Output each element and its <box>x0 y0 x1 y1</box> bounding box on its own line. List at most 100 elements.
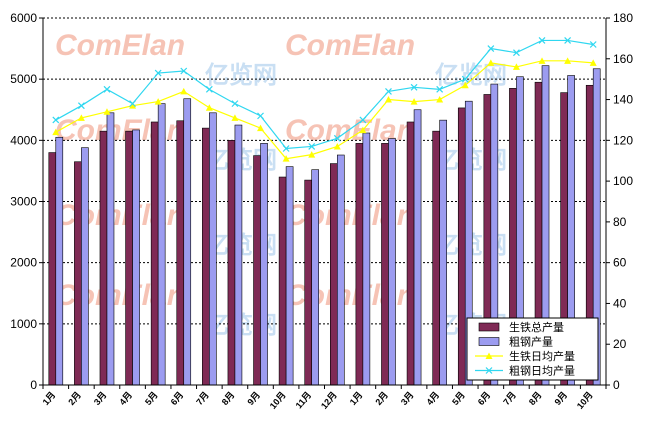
x-tick-label: 4月 <box>117 390 134 407</box>
x-tick-label: 2月 <box>66 390 83 407</box>
marker-x <box>564 37 572 44</box>
x-tick-label: 6月 <box>476 390 493 407</box>
bar-crude-steel <box>285 166 294 386</box>
y-left-tick-label: 0 <box>30 378 37 392</box>
x-tick-label: 3月 <box>399 390 416 407</box>
marker-x <box>180 67 188 75</box>
marker-triangle <box>512 63 520 70</box>
y-left-tick-label: 4000 <box>10 133 37 147</box>
marker-triangle <box>180 87 188 95</box>
marker-triangle <box>308 151 316 158</box>
bar-pig-iron <box>74 161 82 386</box>
x-tick-label: 1月 <box>41 390 58 407</box>
y-right-tick-label: 60 <box>613 256 627 270</box>
marker-x <box>103 85 111 93</box>
marker-triangle <box>231 114 239 121</box>
bar-pig-iron <box>253 155 261 386</box>
bar-pig-iron <box>227 140 236 386</box>
bar-crude-steel <box>55 136 64 386</box>
marker-x <box>410 83 418 91</box>
marker-triangle <box>436 96 444 103</box>
marker-triangle <box>333 142 341 150</box>
marker-triangle <box>538 57 546 64</box>
marker-x <box>129 100 136 108</box>
y-right-tick-label: 180 <box>613 11 633 25</box>
marker-triangle <box>487 59 495 66</box>
x-tick-label: 9月 <box>245 390 262 407</box>
y-right-tick-label: 160 <box>613 52 633 66</box>
bar-crude-steel <box>157 103 166 386</box>
bar-pig-iron <box>202 127 210 386</box>
y-left-tick-label: 2000 <box>10 256 37 270</box>
x-tick-label: 11月 <box>294 390 314 411</box>
y-right-tick-label: 40 <box>613 296 627 310</box>
watermark-text: ComElan <box>55 114 185 147</box>
x-tick-label: 3月 <box>92 390 109 407</box>
legend-marker <box>485 352 493 359</box>
marker-triangle <box>205 104 213 111</box>
watermark-text-cn: 亿览网 <box>205 61 277 89</box>
x-tick-label: 10月 <box>268 390 288 411</box>
line-series <box>52 37 597 162</box>
marker-x <box>385 87 392 95</box>
y-left-tick-label: 6000 <box>10 11 37 25</box>
bar-crude-steel <box>439 119 447 386</box>
y-right-tick-label: 20 <box>613 337 627 351</box>
legend-swatch <box>478 337 500 346</box>
x-tick-label: 4月 <box>425 390 442 407</box>
y-right-tick-label: 120 <box>613 133 633 147</box>
legend-marker <box>485 367 493 374</box>
bar-pig-iron <box>329 163 338 386</box>
bar-crude-steel <box>209 112 217 386</box>
legend-label: 生铁日均产量 <box>509 349 575 363</box>
bar-pig-iron <box>406 121 415 386</box>
bar-pig-iron <box>381 143 389 386</box>
bar-crude-steel <box>413 109 422 386</box>
x-tick-label: 8月 <box>527 390 544 407</box>
x-tick-label: 5月 <box>143 390 160 407</box>
legend-label: 粗钢日均产量 <box>509 364 575 378</box>
bar-pig-iron <box>150 121 159 386</box>
marker-triangle <box>564 57 572 64</box>
marker-triangle <box>154 98 162 105</box>
marker-x <box>52 116 60 124</box>
y-right-tick-label: 0 <box>613 378 620 392</box>
legend-swatch <box>478 322 500 332</box>
marker-triangle <box>410 98 418 105</box>
bar-crude-steel <box>336 154 345 386</box>
y-left-tick-label: 3000 <box>10 195 37 209</box>
bar-pig-iron <box>432 130 440 386</box>
marker-x <box>487 45 495 53</box>
marker-triangle <box>384 96 392 103</box>
x-tick-label: 9月 <box>552 390 569 407</box>
bar-pig-iron <box>304 179 313 386</box>
marker-x <box>359 116 367 124</box>
bar-pig-iron <box>48 152 57 386</box>
x-tick-label: 6月 <box>169 390 186 407</box>
marker-x <box>461 75 469 83</box>
x-tick-label: 7月 <box>501 390 518 407</box>
marker-x <box>154 69 162 77</box>
bar-crude-steel <box>260 143 268 386</box>
marker-x <box>282 145 290 152</box>
bar-crude-steel <box>234 124 243 386</box>
y-right-tick-label: 80 <box>613 215 627 229</box>
legend-label: 生铁总产量 <box>509 320 564 334</box>
watermark-text: ComElan <box>55 29 185 62</box>
marker-triangle <box>282 155 290 162</box>
y-right-tick-label: 100 <box>613 174 633 188</box>
bar-crude-steel <box>362 132 371 386</box>
marker-x <box>436 85 444 93</box>
marker-x <box>77 102 85 110</box>
bar-crude-steel <box>132 129 140 386</box>
marker-x <box>308 143 316 150</box>
bar-crude-steel <box>311 169 320 386</box>
y-left-tick-label: 5000 <box>10 72 37 86</box>
bar-series <box>48 65 601 386</box>
marker-x <box>257 112 264 120</box>
line-crude-steel-daily <box>55 39 594 150</box>
marker-triangle <box>129 102 137 109</box>
marker-triangle <box>103 108 111 115</box>
